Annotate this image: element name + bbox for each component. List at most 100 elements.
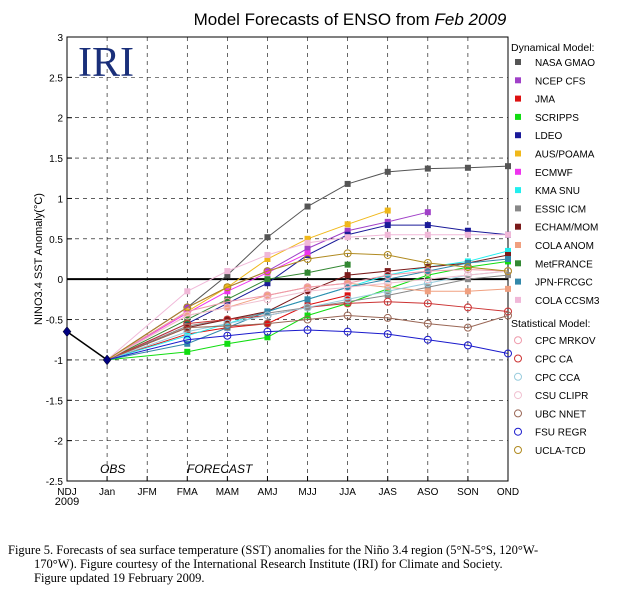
legend-marker-ecmwf [515,168,521,175]
data-point-kma-snu [184,332,191,339]
legend-header-statistical: Statistical Model: [511,318,590,330]
x-tick-label: JFM [137,487,156,498]
legend-marker-cpc-ca [514,354,522,363]
legend-marker-cpc-mrkov [514,336,522,345]
legend-label-kma-snu: KMA SNU [535,186,580,197]
y-tick-label: 2.5 [49,73,63,84]
data-point-nasa-gmao [344,180,351,187]
y-tick-label: -1.5 [46,396,64,407]
chart-title-date: Feb 2009 [435,10,507,29]
data-point-ucla-tcd [504,267,512,276]
data-point-metfrance [264,276,271,283]
data-point-metfrance [304,269,311,276]
series-line-jpn-frcgc [106,258,509,361]
data-point-jpn-frcgc [384,276,391,283]
y-tick-label: -0.5 [46,316,64,327]
data-point-ubc-nnet [343,311,352,320]
data-point-ncep-cfs [424,209,431,216]
legend-label-ldeo: LDEO [535,131,562,142]
data-point-cpc-cca [263,311,272,320]
data-point-scripps [184,348,191,355]
y-tick-label: -1 [54,356,63,367]
data-point-cpc-ca [463,303,472,312]
series-line-ucla-tcd [106,252,509,361]
data-point-ncep-cfs [344,227,351,234]
legend-marker-jma [515,95,521,102]
legend: Dynamical Model: NASA GMAO NCEP CFS JMA SCRI… [511,42,600,457]
series-line-cpc-mrkov [106,268,509,361]
data-point-fsu-regr [183,335,192,344]
data-point-scripps [264,334,271,341]
data-point-ncep-cfs [384,218,391,225]
y-tick-label: -2.5 [46,477,64,488]
data-point-cola-anom [424,288,431,295]
series-line-metfrance [106,264,348,361]
series-line-jma [106,294,348,361]
caption-line-3: Figure updated 19 February 2009. [34,571,205,585]
data-point-cpc-ca [343,299,352,308]
legend-label-ucla-tcd: UCLA-TCD [535,446,586,457]
data-point-cola-anom [505,285,511,292]
data-point-ubc-nnet [223,322,232,331]
figure-caption: Figure 5. Forecasts of sea surface tempe… [8,543,624,585]
series-line-cola-ccsm3 [106,234,508,361]
legend-header-dynamical: Dynamical Model: [511,42,594,54]
data-point-nasa-gmao [424,165,431,172]
year-label: 2009 [55,496,79,508]
data-point-ucla-tcd [183,303,192,312]
data-point-ucla-tcd [343,249,352,258]
data-point-ncep-cfs [304,245,311,252]
x-tick-label: AMJ [257,487,277,498]
legend-marker-cola-ccsm3 [515,296,521,303]
obs-label: OBS [100,462,125,476]
data-point-ucla-tcd [423,259,432,268]
legend-marker-cpc-cca [514,372,522,381]
legend-label-jma: JMA [535,95,555,106]
data-point-ubc-nnet [383,313,392,322]
data-point-cola-ccsm3 [224,268,231,275]
data-point-ucla-tcd [383,250,392,259]
data-point-cpc-cca [383,287,392,296]
data-point-fsu-regr [303,326,312,335]
observed-point [102,354,112,366]
data-point-csu-clipr [383,279,392,288]
data-point-essic-icm [464,276,471,283]
data-point-ucla-tcd [263,267,272,276]
data-point-aus-poama [384,207,391,214]
data-point-scripps [304,312,311,319]
forecast-label: FORECAST [187,462,254,476]
data-point-scripps [224,340,231,347]
data-point-essic-icm [344,298,351,305]
data-point-ucla-tcd [223,283,232,292]
legend-label-scripps: SCRIPPS [535,113,579,124]
data-point-cola-ccsm3 [424,231,431,238]
legend-label-essic-icm: ESSIC ICM [535,204,586,215]
data-point-kma-snu [505,247,511,254]
data-point-metfrance [184,316,191,323]
data-point-ecmwf [224,288,231,295]
data-point-cpc-cca [423,279,432,288]
data-point-cola-ccsm3 [264,251,271,258]
data-point-csu-clipr [343,283,352,292]
data-point-jpn-frcgc [184,340,191,347]
legend-label-nasa-gmao: NASA GMAO [535,58,595,69]
data-point-cola-anom [384,284,391,291]
legend-marker-jpn-frcgc [515,278,521,285]
plot-area: -2.5 -2 -1.5 -1 -0.5 0 0.5 1 1.5 2 2.5 3 NDJ Jan JFM FM… [46,33,519,498]
data-point-nasa-gmao [304,203,311,210]
data-point-cola-ccsm3 [344,234,351,241]
data-point-jpn-frcgc [224,324,231,331]
legend-marker-essic-icm [515,205,521,212]
legend-label-cpc-mrkov: CPC MRKOV [535,336,596,347]
y-tick-label: 0.5 [49,235,63,246]
data-point-nasa-gmao [384,168,391,175]
series-line-cpc-cca [106,270,509,361]
y-tick-label: 1.5 [49,154,63,165]
legend-marker-ubc-nnet [514,409,522,418]
legend-label-ubc-nnet: UBC NNET [535,409,586,420]
data-point-cpc-ca [383,297,392,306]
data-point-cola-ccsm3 [184,288,191,295]
legend-label-echam-mom: ECHAM/MOM [535,223,598,234]
legend-marker-nasa-gmao [515,59,521,65]
data-point-cpc-mrkov [423,267,432,276]
